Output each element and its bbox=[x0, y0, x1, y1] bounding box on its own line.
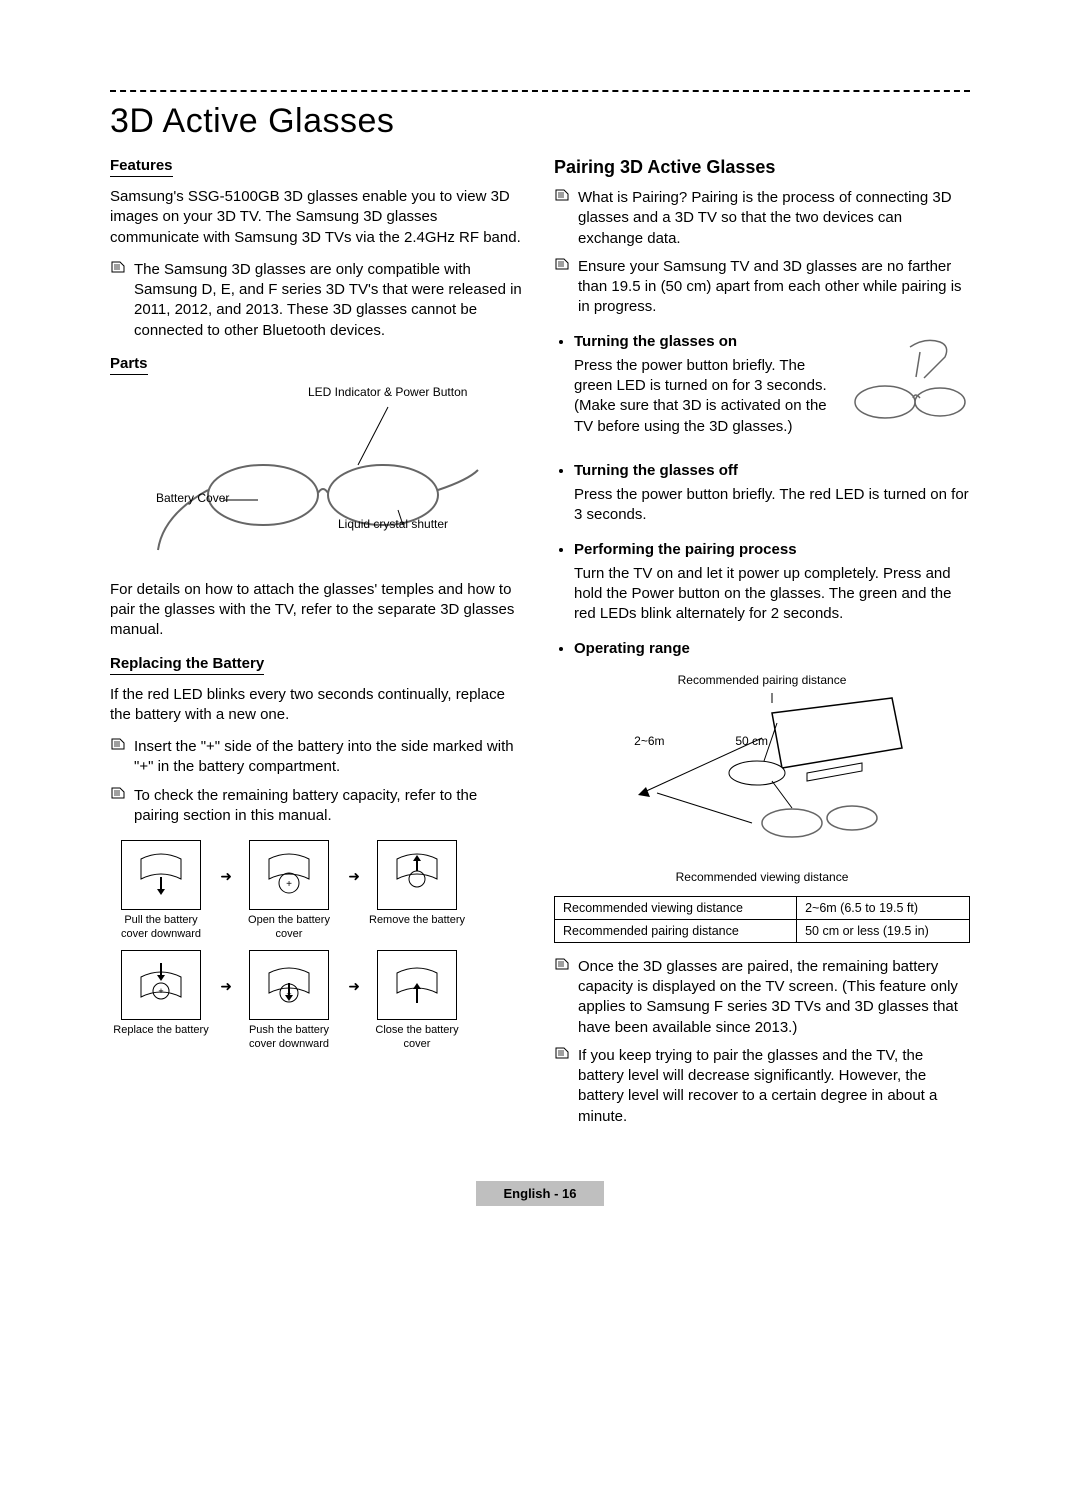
columns: Features Samsung's SSG-5100GB 3D glasses… bbox=[110, 157, 970, 1141]
battery-step-1-caption: Pull the battery cover downward bbox=[110, 914, 212, 942]
page-title: 3D Active Glasses bbox=[110, 102, 970, 141]
op-figure-top-label: Recommended pairing distance bbox=[572, 673, 952, 687]
arrow-right-icon: ➜ bbox=[348, 978, 360, 995]
pairing-item-process-body: Turn the TV on and let it power up compl… bbox=[574, 564, 970, 625]
recommended-distance-table: Recommended viewing distance 2~6m (6.5 t… bbox=[554, 896, 970, 943]
pairing-item-on-body: Press the power button briefly. The gree… bbox=[574, 356, 844, 437]
op-figure-view-dist: 2~6m bbox=[619, 734, 679, 748]
battery-heading: Replacing the Battery bbox=[110, 655, 264, 675]
battery-step-4: + ➜ Replace the battery bbox=[110, 950, 212, 1052]
pairing-notes-top: What is Pairing? Pairing is the process … bbox=[554, 188, 970, 318]
features-note-1: The Samsung 3D glasses are only compatib… bbox=[110, 260, 526, 341]
features-notes: The Samsung 3D glasses are only compatib… bbox=[110, 260, 526, 341]
features-note-1-text: The Samsung 3D glasses are only compatib… bbox=[134, 260, 526, 341]
battery-note-1-text: Insert the "+" side of the battery into … bbox=[134, 737, 526, 778]
note-icon bbox=[110, 260, 126, 341]
op-figure-bot-label: Recommended viewing distance bbox=[572, 870, 952, 884]
features-section: Features Samsung's SSG-5100GB 3D glasses… bbox=[110, 157, 526, 341]
footer-label: English - 16 bbox=[476, 1181, 605, 1206]
pairing-item-process: Performing the pairing process Turn the … bbox=[574, 540, 970, 625]
parts-heading: Parts bbox=[110, 355, 148, 375]
pairing-note-1-text: What is Pairing? Pairing is the process … bbox=[578, 188, 970, 249]
table-cell: 50 cm or less (19.5 in) bbox=[797, 919, 970, 942]
arrow-right-icon: ➜ bbox=[220, 978, 232, 995]
pairing-note-4-text: If you keep trying to pair the glasses a… bbox=[578, 1046, 970, 1127]
battery-steps: ➜ Pull the battery cover downward + ➜ Op… bbox=[110, 840, 526, 1052]
battery-step-3-caption: Remove the battery bbox=[369, 914, 465, 942]
pairing-note-3: Once the 3D glasses are paired, the rema… bbox=[554, 957, 970, 1038]
operating-range-icon bbox=[602, 693, 922, 863]
glasses-hand-icon bbox=[840, 332, 970, 432]
battery-step-4-caption: Replace the battery bbox=[113, 1024, 208, 1052]
pairing-note-3-text: Once the 3D glasses are paired, the rema… bbox=[578, 957, 970, 1038]
table-row: Recommended pairing distance 50 cm or le… bbox=[555, 919, 970, 942]
table-cell: 2~6m (6.5 to 19.5 ft) bbox=[797, 896, 970, 919]
note-icon bbox=[554, 1046, 570, 1127]
right-column: Pairing 3D Active Glasses What is Pairin… bbox=[554, 157, 970, 1141]
pairing-item-off-title: Turning the glasses off bbox=[574, 461, 970, 481]
table-row: Recommended viewing distance 2~6m (6.5 t… bbox=[555, 896, 970, 919]
step-diagram-icon bbox=[377, 840, 457, 910]
parts-section: Parts LED Indicator & Power bbox=[110, 355, 526, 641]
battery-note-2-text: To check the remaining battery capacity,… bbox=[134, 786, 526, 827]
note-icon bbox=[110, 786, 126, 827]
pairing-item-process-title: Performing the pairing process bbox=[574, 540, 970, 560]
battery-step-6-caption: Close the battery cover bbox=[366, 1024, 468, 1052]
svg-text:+: + bbox=[158, 986, 163, 996]
pairing-note-1: What is Pairing? Pairing is the process … bbox=[554, 188, 970, 249]
parts-label-shutter: Liquid crystal shutter bbox=[338, 517, 448, 531]
arrow-right-icon: ➜ bbox=[220, 868, 232, 885]
step-diagram-icon: + bbox=[249, 950, 329, 1020]
note-icon bbox=[554, 957, 570, 1038]
pairing-item-off-body: Press the power button briefly. The red … bbox=[574, 485, 970, 526]
battery-section: Replacing the Battery If the red LED bli… bbox=[110, 655, 526, 1053]
battery-step-5: + ➜ Push the battery cover downward bbox=[238, 950, 340, 1052]
pairing-heading: Pairing 3D Active Glasses bbox=[554, 157, 970, 178]
table-cell: Recommended pairing distance bbox=[555, 919, 797, 942]
battery-intro: If the red LED blinks every two seconds … bbox=[110, 685, 526, 726]
battery-note-2: To check the remaining battery capacity,… bbox=[110, 786, 526, 827]
step-diagram-icon bbox=[377, 950, 457, 1020]
note-icon bbox=[110, 737, 126, 778]
battery-note-1: Insert the "+" side of the battery into … bbox=[110, 737, 526, 778]
note-icon bbox=[554, 188, 570, 249]
battery-step-3: Remove the battery bbox=[366, 840, 468, 942]
battery-step-2-caption: Open the battery cover bbox=[238, 914, 340, 942]
op-figure-pair-dist: 50 cm bbox=[727, 734, 777, 748]
left-column: Features Samsung's SSG-5100GB 3D glasses… bbox=[110, 157, 526, 1141]
arrow-right-icon: ➜ bbox=[348, 868, 360, 885]
pairing-notes-bottom: Once the 3D glasses are paired, the rema… bbox=[554, 957, 970, 1127]
features-intro: Samsung's SSG-5100GB 3D glasses enable y… bbox=[110, 187, 526, 248]
step-diagram-icon: + bbox=[249, 840, 329, 910]
glasses-diagram-icon bbox=[148, 385, 488, 570]
pairing-bullet-list: Turning the glasses on Press the power b… bbox=[554, 332, 970, 659]
dashed-rule bbox=[110, 90, 970, 92]
pairing-item-range: Operating range bbox=[574, 639, 970, 659]
battery-step-2: + ➜ Open the battery cover bbox=[238, 840, 340, 942]
step-diagram-icon bbox=[121, 840, 201, 910]
pairing-item-off: Turning the glasses off Press the power … bbox=[574, 461, 970, 526]
pairing-item-on: Turning the glasses on Press the power b… bbox=[574, 332, 970, 447]
battery-step-1: ➜ Pull the battery cover downward bbox=[110, 840, 212, 942]
battery-step-5-caption: Push the battery cover downward bbox=[238, 1024, 340, 1052]
parts-label-led: LED Indicator & Power Button bbox=[308, 385, 467, 399]
battery-step-6: Close the battery cover bbox=[366, 950, 468, 1052]
glasses-press-figure bbox=[840, 332, 970, 438]
note-icon bbox=[554, 257, 570, 318]
page: 3D Active Glasses Features Samsung's SSG… bbox=[0, 0, 1080, 1246]
pairing-note-2-text: Ensure your Samsung TV and 3D glasses ar… bbox=[578, 257, 970, 318]
pairing-item-range-title: Operating range bbox=[574, 639, 970, 659]
table-cell: Recommended viewing distance bbox=[555, 896, 797, 919]
battery-notes: Insert the "+" side of the battery into … bbox=[110, 737, 526, 826]
step-diagram-icon: + bbox=[121, 950, 201, 1020]
operating-range-figure: Recommended pairing distance bbox=[572, 673, 952, 884]
parts-outro: For details on how to attach the glasses… bbox=[110, 580, 526, 641]
svg-text:+: + bbox=[286, 879, 292, 890]
parts-label-battery: Battery Cover bbox=[156, 491, 229, 505]
parts-figure: LED Indicator & Power Button Battery Cov… bbox=[148, 385, 488, 570]
pairing-note-2: Ensure your Samsung TV and 3D glasses ar… bbox=[554, 257, 970, 318]
features-heading: Features bbox=[110, 157, 173, 177]
page-footer: English - 16 bbox=[110, 1181, 970, 1206]
pairing-note-4: If you keep trying to pair the glasses a… bbox=[554, 1046, 970, 1127]
